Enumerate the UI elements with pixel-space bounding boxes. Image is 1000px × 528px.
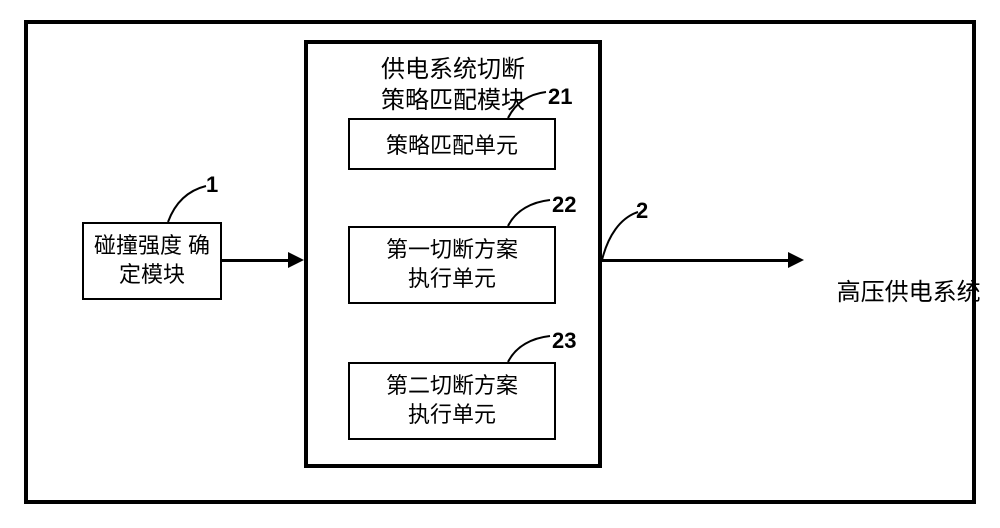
- unit-21-label: 策略匹配单元: [386, 128, 518, 160]
- ref-22: 22: [552, 192, 576, 218]
- ref-23: 23: [552, 328, 576, 354]
- unit-22: 第一切断方案 执行单元: [348, 226, 556, 304]
- unit-21: 策略匹配单元: [348, 118, 556, 170]
- leader-22: [502, 196, 556, 228]
- output-label: 高压供电系统: [810, 246, 981, 340]
- diagram-canvas: 碰撞强度 确定模块 供电系统切断 策略匹配模块 策略匹配单元 第一切断方案 执行…: [0, 0, 1000, 528]
- ref-2: 2: [636, 198, 648, 224]
- arrow-1-head: [288, 252, 304, 268]
- unit-23: 第二切断方案 执行单元: [348, 362, 556, 440]
- unit-22-label: 第一切断方案 执行单元: [386, 236, 518, 293]
- unit-23-label: 第二切断方案 执行单元: [386, 372, 518, 429]
- ref-21: 21: [548, 84, 572, 110]
- arrow-2-head: [788, 252, 804, 268]
- leader-1: [162, 182, 212, 224]
- ref-1: 1: [206, 172, 218, 198]
- leader-23: [502, 332, 556, 364]
- collision-module-label: 碰撞强度 确定模块: [84, 232, 220, 289]
- collision-module: 碰撞强度 确定模块: [82, 222, 222, 300]
- arrow-1-line: [222, 259, 288, 262]
- leader-21: [502, 88, 552, 120]
